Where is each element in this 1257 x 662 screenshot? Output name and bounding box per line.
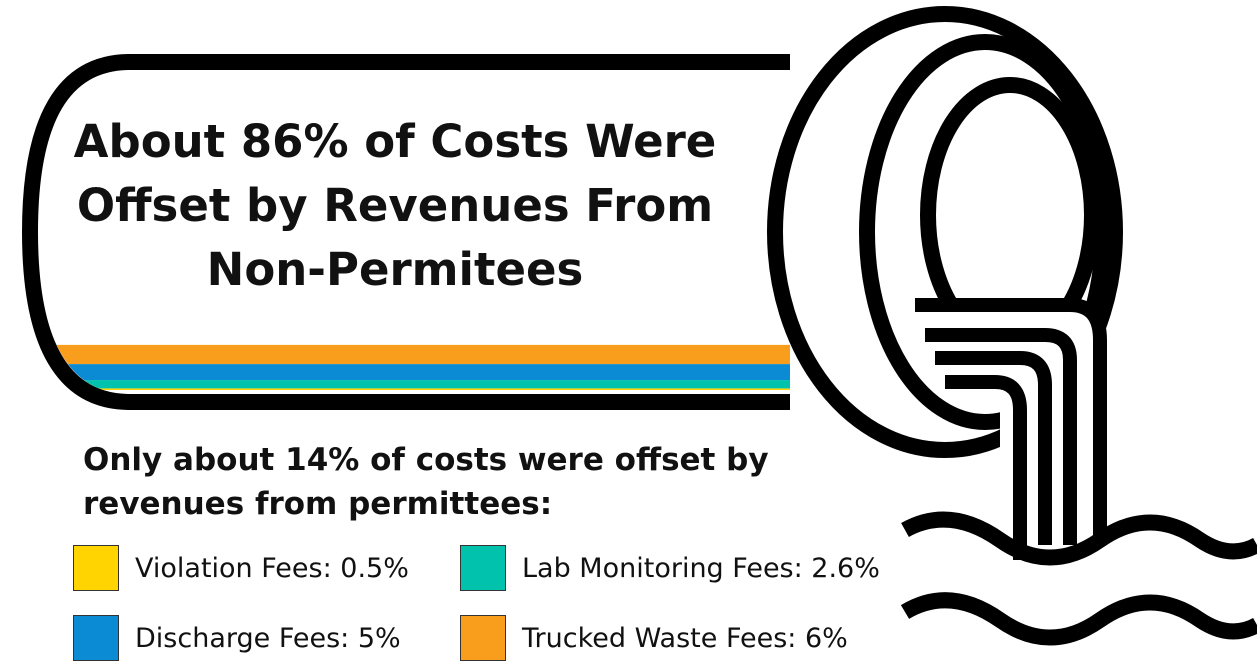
title: About 86% of Costs Were Offset by Revenu…	[70, 110, 720, 302]
legend-label: Trucked Waste Fees: 6%	[522, 623, 848, 654]
legend-item: Discharge Fees: 5%	[73, 615, 401, 661]
legend-item: Violation Fees: 0.5%	[73, 545, 409, 591]
stripe	[0, 388, 800, 390]
legend-label: Violation Fees: 0.5%	[135, 553, 409, 584]
legend-item: Trucked Waste Fees: 6%	[460, 615, 848, 661]
stripes	[0, 345, 800, 390]
legend-label: Discharge Fees: 5%	[135, 623, 401, 654]
legend-swatch	[460, 615, 506, 661]
infographic: About 86% of Costs Were Offset by Revenu…	[0, 0, 1257, 662]
legend-label: Lab Monitoring Fees: 2.6%	[522, 553, 880, 584]
subtitle: Only about 14% of costs were offset by r…	[83, 438, 783, 526]
legend-item: Lab Monitoring Fees: 2.6%	[460, 545, 880, 591]
legend-swatch	[460, 545, 506, 591]
legend-swatch	[73, 615, 119, 661]
legend-swatch	[73, 545, 119, 591]
stripe	[0, 364, 800, 380]
stripe	[0, 345, 800, 364]
stripe	[0, 380, 800, 388]
